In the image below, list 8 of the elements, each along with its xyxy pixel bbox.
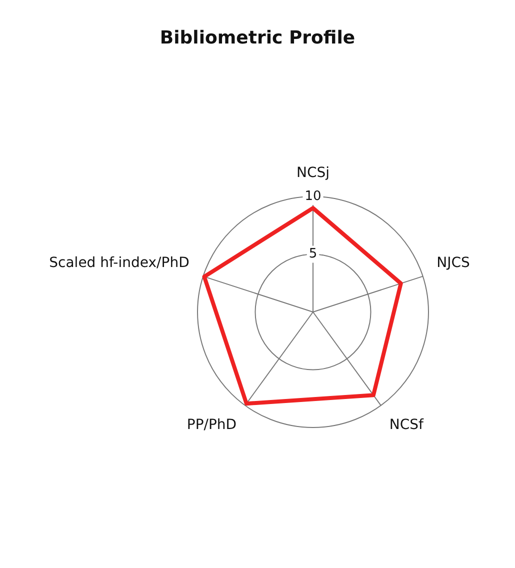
y-tick-label: 5: [308, 246, 318, 262]
y-tick-label: 10: [304, 188, 322, 204]
spoke-label: NJCS: [436, 255, 470, 272]
spoke-label: Scaled hf-index/PhD: [49, 255, 190, 272]
spoke-label: NCSf: [389, 417, 425, 434]
spoke-label: PP/PhD: [186, 417, 237, 434]
spoke-label: NCSj: [296, 165, 330, 182]
chart-title: Bibliometric Profile: [160, 27, 356, 48]
